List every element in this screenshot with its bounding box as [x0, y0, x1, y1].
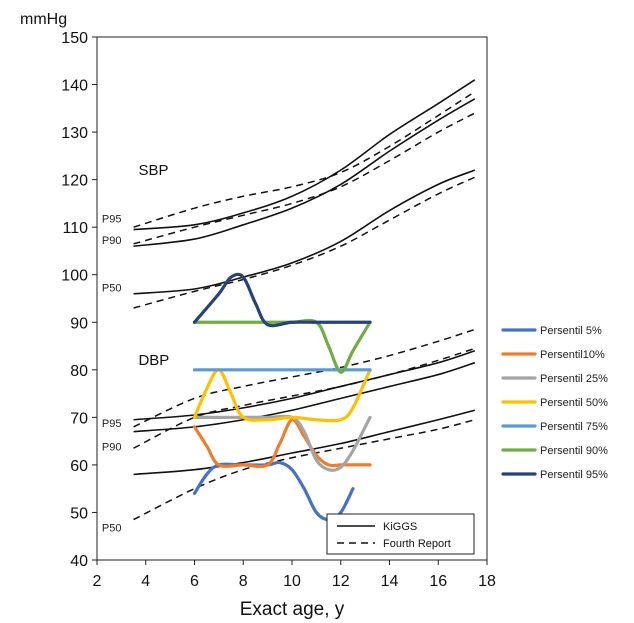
x-tick-label: 8 [239, 573, 248, 590]
series-line [192, 272, 372, 328]
axes: 40 50 60 70 80 90 100 110 120 130 140 150 2 4 6 8 10 12 14… [61, 30, 496, 590]
annotation-label: P95 [102, 213, 122, 225]
x-tick-label: 12 [332, 573, 350, 590]
annotation-label: SBP [138, 162, 168, 179]
y-tick-label: 40 [70, 553, 88, 570]
annotation-label: DBP [138, 352, 169, 369]
y-tick-label: 120 [61, 173, 88, 190]
x-tick-label: 14 [381, 573, 399, 590]
reference-legend-label: KiGGS [383, 521, 417, 533]
annotation-label: P50 [102, 522, 122, 534]
x-tick-label: 2 [93, 573, 102, 590]
annotations: SBP DBP P95 P90 P50 P95 P90 P50 [102, 162, 169, 535]
y-tick-label: 60 [70, 458, 88, 475]
kiggs-curve [133, 169, 476, 295]
annotation-label: P90 [102, 235, 122, 247]
annotation-label: P50 [102, 282, 122, 294]
series-line [192, 318, 372, 374]
kiggs-curve [133, 350, 476, 421]
y-tick-label: 110 [62, 220, 88, 237]
reference-legend-label: Fourth Report [383, 538, 451, 550]
x-axis-label: Exact age, y [240, 599, 345, 620]
kiggs-curve [133, 361, 476, 433]
series-legend-label: Persentil10% [540, 349, 605, 361]
reference-curves [133, 79, 476, 521]
x-tick-label: 16 [429, 573, 447, 590]
y-tick-label: 150 [61, 30, 88, 47]
kiggs-curve [133, 79, 476, 231]
series-line [192, 368, 372, 423]
y-tick-label: 90 [70, 315, 88, 332]
x-tick-label: 4 [141, 573, 150, 590]
series-legend-label: Persentil 5% [540, 325, 602, 337]
series-lines [192, 272, 372, 522]
series-line [192, 414, 372, 472]
reference-legend-box [326, 513, 475, 555]
series-legend-label: Persentil 50% [540, 397, 608, 409]
series-line [192, 418, 372, 469]
y-tick-label: 70 [70, 410, 88, 427]
kiggs-curve [133, 409, 476, 476]
x-tick-label: 10 [283, 573, 301, 590]
fourth-report-curve [133, 347, 476, 449]
fourth-report-curve [133, 328, 476, 428]
series-legend-label: Persentil 90% [540, 445, 608, 457]
series-legend-label: Persentil 25% [540, 373, 608, 385]
annotation-label: P90 [102, 442, 122, 454]
series-legend-label: Persentil 95% [540, 469, 608, 481]
y-tick-label: 50 [70, 505, 88, 522]
series-legend-label: Persentil 75% [540, 421, 608, 433]
reference-legend: KiGGS Fourth Report [326, 513, 475, 555]
y-tick-label: 130 [61, 125, 88, 142]
y-tick-label: 140 [61, 78, 88, 95]
x-tick-label: 18 [478, 573, 496, 590]
y-tick-label: 100 [61, 268, 88, 285]
annotation-label: P95 [102, 418, 122, 430]
kiggs-curve [133, 98, 476, 247]
y-axis-label: mmHg [20, 11, 67, 28]
series-legend: Persentil 5% Persentil10% Persentil 25% Per… [501, 325, 608, 481]
y-tick-label: 80 [70, 363, 88, 380]
x-tick-label: 6 [190, 573, 199, 590]
